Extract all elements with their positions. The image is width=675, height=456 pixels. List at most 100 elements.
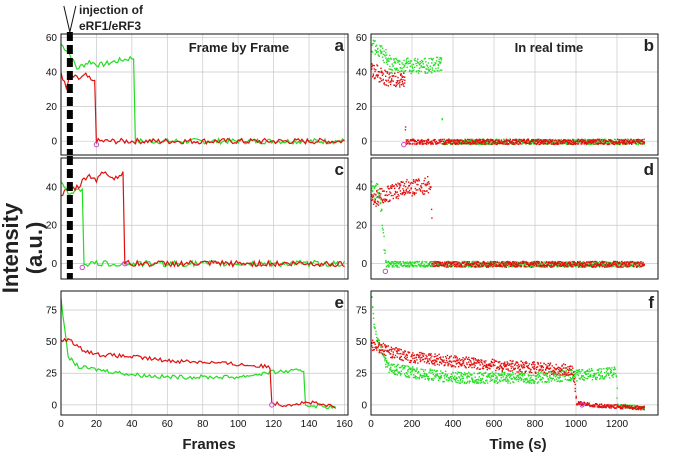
data-point (399, 261, 402, 263)
data-point (473, 363, 476, 365)
data-point (472, 379, 474, 381)
data-point (564, 367, 567, 369)
data-point (404, 355, 407, 357)
data-point (500, 374, 503, 377)
data-point (542, 264, 544, 267)
data-point (593, 406, 595, 408)
data-point (523, 264, 526, 266)
data-point (513, 368, 515, 371)
data-point (425, 184, 427, 187)
data-point (460, 139, 462, 141)
data-point (571, 143, 573, 146)
data-point (526, 377, 528, 380)
data-point (486, 376, 489, 378)
data-point (591, 140, 594, 142)
data-point (389, 72, 391, 74)
data-point (553, 375, 555, 377)
data-point (375, 333, 377, 335)
data-point (625, 142, 627, 145)
data-point (521, 371, 523, 373)
data-point (535, 372, 537, 374)
data-point (494, 263, 496, 266)
data-point (429, 65, 431, 67)
data-point (378, 342, 380, 344)
data-point (500, 366, 503, 368)
data-point (494, 379, 496, 381)
data-point (415, 356, 417, 359)
data-point (542, 369, 544, 371)
data-point (396, 374, 398, 376)
data-point (464, 381, 466, 383)
data-point (409, 140, 411, 142)
data-point (377, 345, 380, 348)
data-point (394, 190, 397, 193)
data-point (537, 264, 539, 267)
data-point (570, 369, 572, 371)
data-point (448, 142, 450, 144)
data-point (481, 363, 484, 365)
data-point (436, 370, 439, 372)
data-point (507, 374, 510, 377)
data-point (551, 378, 553, 380)
data-point (485, 265, 487, 267)
data-point (553, 367, 556, 369)
data-point (596, 369, 598, 371)
data-point (396, 185, 398, 187)
data-point (426, 190, 428, 192)
data-point (565, 374, 567, 376)
data-point (376, 64, 378, 66)
plot-frame (60, 290, 349, 416)
data-point (495, 377, 497, 379)
data-point (538, 138, 540, 140)
data-point (439, 141, 441, 143)
data-point (450, 361, 453, 363)
data-point (565, 143, 567, 145)
y-tick-label: 0 (361, 137, 367, 148)
data-point (462, 377, 465, 379)
data-point (420, 70, 422, 73)
data-point (508, 261, 510, 263)
data-point (472, 363, 475, 365)
data-point (427, 360, 429, 362)
data-point (507, 379, 509, 381)
data-point (568, 374, 570, 376)
data-point (404, 129, 407, 131)
data-point (449, 261, 452, 263)
data-point (523, 140, 525, 142)
data-point (448, 262, 450, 265)
data-point (529, 378, 531, 380)
data-point (452, 138, 454, 141)
data-point (416, 367, 418, 369)
data-point (405, 358, 408, 360)
data-point (622, 262, 625, 264)
data-point (589, 143, 591, 145)
data-point (537, 363, 539, 365)
data-point (582, 139, 585, 141)
data-point (386, 366, 388, 368)
data-point (594, 263, 597, 265)
data-point (483, 261, 485, 263)
data-point (535, 371, 537, 373)
data-point (418, 142, 421, 144)
data-point (440, 262, 442, 264)
data-point (422, 374, 425, 377)
data-point (394, 84, 396, 86)
data-point (587, 139, 590, 141)
data-point (386, 194, 389, 197)
data-point (394, 373, 396, 375)
data-point (610, 142, 612, 144)
data-point (613, 143, 615, 145)
data-point (401, 265, 403, 267)
data-point (377, 342, 380, 344)
data-point (572, 367, 574, 369)
data-point (588, 403, 590, 405)
transition-marker (122, 260, 128, 267)
data-point (623, 261, 626, 263)
data-point (584, 140, 586, 142)
data-point (456, 261, 458, 263)
data-point (542, 366, 544, 369)
data-point (385, 79, 387, 81)
data-point (484, 142, 486, 144)
data-point (377, 189, 379, 191)
